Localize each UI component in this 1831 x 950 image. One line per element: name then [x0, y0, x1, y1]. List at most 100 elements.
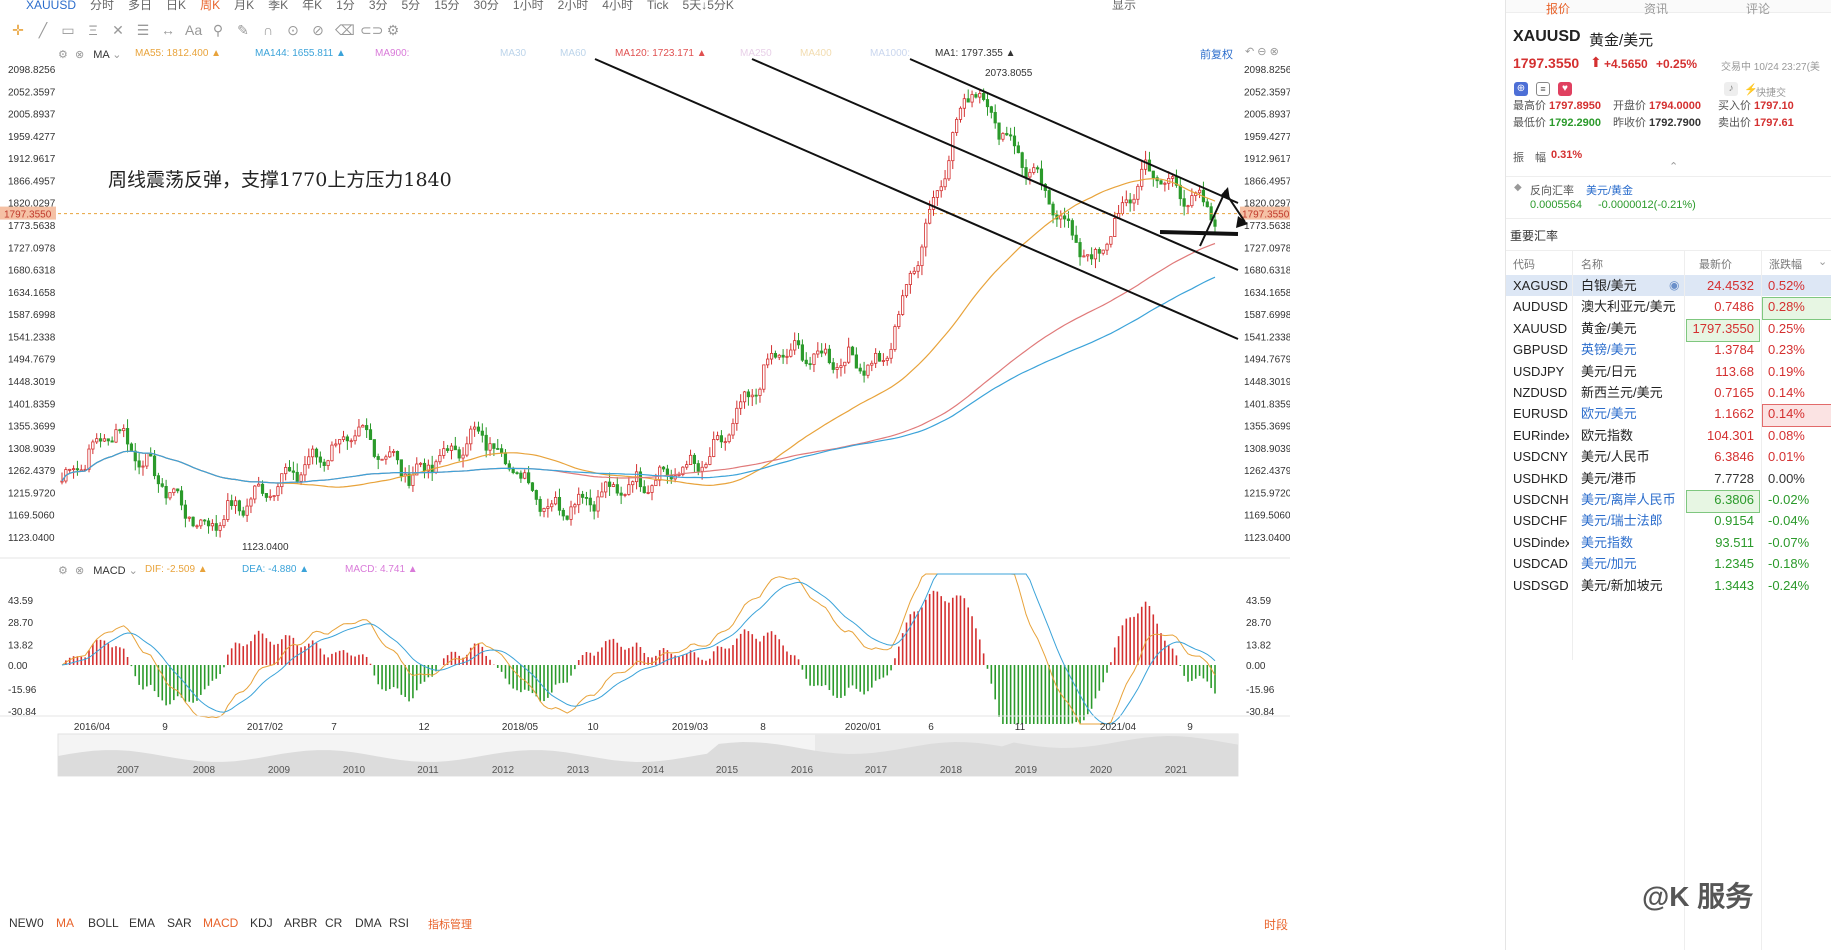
- minus-icon[interactable]: ⊖: [1257, 46, 1267, 58]
- close-icon[interactable]: ⊗: [74, 565, 85, 577]
- period-tab[interactable]: 2小时: [557, 0, 589, 12]
- tab-quote[interactable]: 报价: [1546, 2, 1571, 16]
- arrow-icon[interactable]: ↔: [161, 22, 175, 38]
- lock-icon[interactable]: ⊙: [287, 22, 299, 38]
- candle-body: [638, 471, 643, 488]
- quick-trade-label[interactable]: 快捷交: [1756, 88, 1786, 99]
- candle-body: [1032, 167, 1036, 173]
- pattern-icon[interactable]: ☰: [136, 22, 150, 38]
- trendline-middle[interactable]: [751, 58, 1239, 271]
- period-tab[interactable]: 5分: [401, 0, 421, 12]
- indicator-tab[interactable]: ARBR: [284, 916, 318, 930]
- period-tab[interactable]: 30分: [473, 0, 499, 12]
- rate-row[interactable]: XAGUSD 白银/美元 ◉ 24.4532 0.52%: [1506, 275, 1831, 296]
- heart-icon[interactable]: ♥: [1558, 82, 1572, 96]
- close-icon[interactable]: ⊗: [74, 49, 85, 61]
- chevron-down-icon[interactable]: ⌄: [1818, 256, 1828, 268]
- period-tab[interactable]: 1分: [336, 0, 355, 12]
- chevron-down-icon[interactable]: ⌄: [128, 565, 138, 577]
- doc-icon[interactable]: ≡: [1536, 82, 1550, 96]
- rate-row[interactable]: NZDUSD 新西兰元/美元 0.7165 0.14%: [1506, 382, 1831, 403]
- period-tab[interactable]: 月K: [234, 0, 255, 12]
- indicator-tab[interactable]: BOLL: [88, 916, 119, 930]
- indicator-tab[interactable]: SAR: [167, 916, 192, 930]
- indicator-tab[interactable]: 指标管理: [428, 919, 472, 931]
- tab-comments[interactable]: 评论: [1746, 2, 1771, 16]
- period-tab[interactable]: 15分: [434, 0, 460, 12]
- rate-row[interactable]: USDCNY 美元/人民币 6.3846 0.01%: [1506, 446, 1831, 467]
- line-tool-icon[interactable]: ╱: [38, 22, 48, 38]
- quick-trade-icon[interactable]: ⚡: [1744, 84, 1758, 96]
- text-icon[interactable]: Aa: [185, 22, 203, 38]
- rate-row[interactable]: EURindex 欧元指数 104.301 0.08%: [1506, 425, 1831, 446]
- magnet-icon[interactable]: ∩: [262, 22, 274, 38]
- indicator-tab[interactable]: KDJ: [250, 916, 273, 930]
- time-range-button[interactable]: 时段: [1264, 918, 1289, 932]
- eye-icon[interactable]: ◉: [1669, 278, 1680, 292]
- rate-row[interactable]: USDSGD 美元/新加坡元 1.3443 -0.24%: [1506, 575, 1831, 596]
- period-tab[interactable]: 1小时: [512, 0, 544, 12]
- rate-row[interactable]: XAUUSD 黄金/美元 1797.3550 0.25%: [1506, 318, 1831, 342]
- rate-row[interactable]: USDHKD 美元/港币 7.7728 0.00%: [1506, 468, 1831, 489]
- rate-row[interactable]: AUDUSD 澳大利亚元/美元 0.7486 0.28%: [1506, 296, 1831, 321]
- period-tab[interactable]: 5天↓5分K: [682, 0, 734, 12]
- indicator-tab[interactable]: RSI: [389, 916, 410, 930]
- reverse-rate-pair[interactable]: 美元/黄金: [1586, 185, 1634, 197]
- rate-row[interactable]: USDCHF 美元/瑞士法郎 0.9154 -0.04%: [1506, 510, 1831, 531]
- candle-body: [156, 475, 161, 485]
- period-tab[interactable]: 分时: [90, 0, 115, 12]
- trash-icon[interactable]: ⌫: [335, 22, 355, 38]
- period-tab[interactable]: Tick: [646, 0, 669, 12]
- pen-icon[interactable]: ✎: [237, 22, 249, 38]
- globe-icon[interactable]: ⊕: [1514, 82, 1528, 96]
- rate-row[interactable]: GBPUSD 英镑/美元 1.3784 0.23%: [1506, 339, 1831, 360]
- rate-row[interactable]: USDCNH 美元/离岸人民币 6.3806 -0.02%: [1506, 489, 1831, 513]
- symbol-label[interactable]: XAUUSD: [26, 0, 77, 12]
- trendline-upper[interactable]: [909, 58, 1239, 204]
- trendline-lower[interactable]: [594, 58, 1239, 340]
- period-tab[interactable]: 多日: [128, 0, 153, 12]
- rate-row[interactable]: USDindex 美元指数 93.511 -0.07%: [1506, 532, 1831, 553]
- settings-icon[interactable]: ⚙: [386, 22, 400, 38]
- candle-body: [1082, 255, 1086, 258]
- bell-icon[interactable]: ♪: [1724, 82, 1738, 96]
- tab-news[interactable]: 资讯: [1644, 2, 1669, 16]
- chevron-down-icon[interactable]: ⌄: [112, 49, 122, 61]
- indicator-tab[interactable]: EMA: [129, 916, 156, 930]
- candle-body: [407, 473, 411, 486]
- settings-icon[interactable]: ⚙: [58, 49, 68, 61]
- gann-icon[interactable]: ✕: [112, 22, 124, 38]
- close-icon[interactable]: ⊗: [1269, 46, 1279, 58]
- indicator-tab[interactable]: NEW0: [9, 916, 44, 930]
- period-tab[interactable]: 年K: [302, 0, 323, 12]
- ruler-icon[interactable]: ⚲: [212, 22, 224, 38]
- price-axis-label-left: 2005.8937: [8, 110, 56, 121]
- rect-tool-icon[interactable]: ▭: [61, 22, 75, 38]
- rate-row[interactable]: USDCAD 美元/加元 1.2345 -0.18%: [1506, 553, 1831, 574]
- period-tab[interactable]: 4小时: [602, 0, 633, 12]
- candle-body: [415, 463, 419, 476]
- crosshair-icon[interactable]: ✛: [12, 22, 24, 38]
- link-icon[interactable]: ⊂⊃: [360, 22, 384, 38]
- chart-area[interactable]: 2098.8256 2098.8256 2052.3597 2052.3597 2005…: [0, 44, 1290, 914]
- settings-icon[interactable]: ⚙: [58, 565, 68, 577]
- adjust-label[interactable]: 前复权: [1200, 49, 1233, 61]
- indicator-tab[interactable]: DMA: [355, 916, 382, 930]
- visibility-icon[interactable]: ⊘: [312, 22, 324, 38]
- period-tab[interactable]: 周K: [200, 0, 221, 12]
- display-menu[interactable]: 显示: [1112, 0, 1137, 12]
- fib-icon[interactable]: Ξ: [88, 22, 98, 38]
- indicator-tab[interactable]: MA: [56, 916, 74, 930]
- indicator-tab[interactable]: CR: [325, 916, 343, 930]
- undo-icon[interactable]: ↶: [1245, 46, 1255, 58]
- rate-row[interactable]: USDJPY 美元/日元 113.68 0.19%: [1506, 361, 1831, 382]
- rate-row[interactable]: EURUSD 欧元/美元 1.1662 0.14%: [1506, 403, 1831, 428]
- period-tab[interactable]: 3分: [368, 0, 388, 12]
- trendlines[interactable]: [594, 58, 1248, 340]
- indicator-tab[interactable]: MACD: [203, 916, 239, 930]
- support-line[interactable]: [1159, 230, 1239, 236]
- stat-label: 买入价: [1718, 100, 1751, 112]
- period-tab[interactable]: 季K: [268, 0, 289, 12]
- chevron-up-icon[interactable]: ⌃: [1669, 161, 1679, 173]
- period-tab[interactable]: 日K: [166, 0, 187, 12]
